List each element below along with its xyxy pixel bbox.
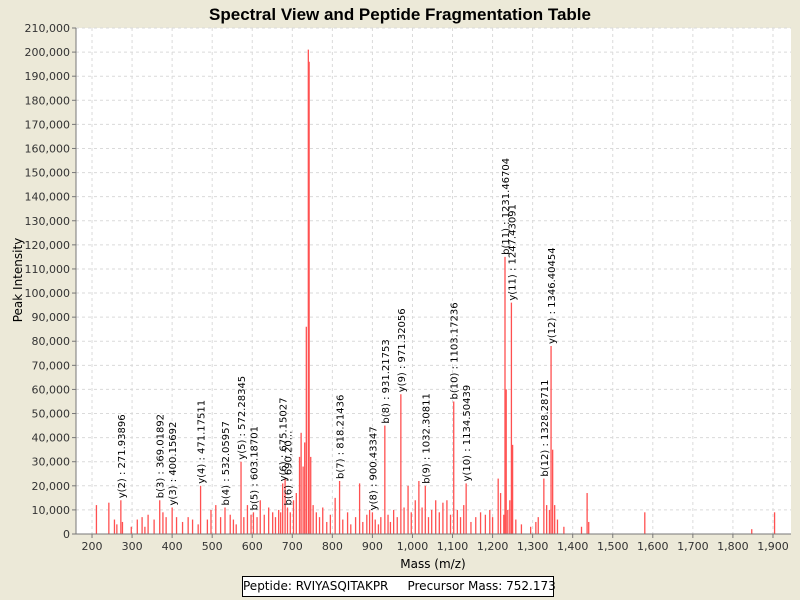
peak-annotation: y(8) : 900.43347 — [368, 426, 379, 510]
peak-annotation: b(4) : 532.05957 — [221, 421, 232, 505]
peak-annotation: b(8) : 931.21753 — [381, 339, 392, 423]
y-tick-label: 130,000 — [25, 215, 71, 228]
y-tick-label: 50,000 — [32, 408, 71, 421]
peaks — [95, 49, 776, 534]
x-tick-label: 1,200 — [477, 540, 509, 553]
peak-annotation: y(5) : 572.28345 — [237, 376, 248, 460]
chart-title: Spectral View and Peptide Fragmentation … — [209, 5, 591, 24]
y-tick-label: 60,000 — [32, 383, 71, 396]
peak-annotation: b(5) : 603.18701 — [249, 426, 260, 510]
x-tick-label: 1,100 — [437, 540, 469, 553]
y-tick-label: 150,000 — [25, 167, 71, 180]
y-tick-label: 180,000 — [25, 94, 71, 107]
y-tick-label: 10,000 — [32, 504, 71, 517]
x-tick-label: 800 — [322, 540, 343, 553]
precursor-mass-label: Precursor Mass: 752.173 — [407, 579, 556, 593]
x-tick-label: 1,800 — [717, 540, 749, 553]
peak-annotations: y(2) : 271.93896 b(3) : 369.01892 y(3) : 4… — [117, 158, 558, 510]
x-tick-label: 1,500 — [597, 540, 629, 553]
y-tick-label: 100,000 — [25, 287, 71, 300]
peptide-label: Peptide: RVIYASQITAKPR — [243, 579, 389, 593]
plot-area — [76, 28, 791, 534]
y-tick-label: 170,000 — [25, 118, 71, 131]
y-tick-label: 140,000 — [25, 191, 71, 204]
grid — [76, 27, 791, 534]
x-axis-label: Mass (m/z) — [400, 557, 465, 571]
x-tick-label: 1,600 — [637, 540, 669, 553]
peak-annotation: b(9) : 1032.30811 — [421, 393, 432, 484]
x-tick-label: 300 — [122, 540, 143, 553]
x-tick-label: 1,700 — [677, 540, 709, 553]
y-tick-label: 120,000 — [25, 239, 71, 252]
peak-annotation: b(3) : 369.01892 — [156, 414, 167, 498]
y-tick-label: 200,000 — [25, 46, 71, 59]
x-tick-label: 1,300 — [517, 540, 549, 553]
y-tick-label: 210,000 — [25, 22, 71, 35]
peak-annotation: y(3) : 400.15692 — [168, 422, 179, 506]
peak-annotation: b(10) : 1103.17236 — [450, 302, 461, 399]
x-tick-label: 900 — [362, 540, 383, 553]
y-tick-label: 190,000 — [25, 70, 71, 83]
peak-annotation: b(7) : 818.21436 — [336, 395, 347, 479]
peak-annotation: y(11) : 1247.43091 — [507, 204, 518, 301]
peptide-info-box: Peptide: RVIYASQITAKPR Precursor Mass: 7… — [242, 576, 556, 597]
x-tick-label: 1,400 — [557, 540, 589, 553]
x-tick-label: 200 — [82, 540, 103, 553]
y-tick-label: 30,000 — [32, 456, 71, 469]
peak-annotation: b(12) : 1328.28711 — [540, 380, 551, 477]
x-ticks: 200 300 400 500 600 700 800 900 1,000 1,100 1,200 1… — [82, 534, 789, 553]
y-tick-label: 110,000 — [25, 263, 71, 276]
y-tick-label: 40,000 — [32, 432, 71, 445]
y-tick-label: 80,000 — [32, 335, 71, 348]
y-axis-label: Peak Intensity — [11, 238, 25, 323]
y-tick-label: 90,000 — [32, 311, 71, 324]
y-tick-label: 20,000 — [32, 480, 71, 493]
peak-annotation: b(6) : 690.20... — [283, 431, 294, 506]
x-tick-label: 400 — [162, 540, 183, 553]
x-tick-label: 1,900 — [757, 540, 789, 553]
x-tick-label: 600 — [242, 540, 263, 553]
x-tick-label: 1,000 — [397, 540, 429, 553]
axes — [75, 28, 791, 535]
peak-annotation: y(2) : 271.93896 — [117, 414, 128, 498]
x-tick-label: 700 — [282, 540, 303, 553]
peak-annotation: y(6) : 675.15027 — [279, 398, 290, 482]
peak-annotation: y(9) : 971.32056 — [397, 308, 408, 392]
peak-annotation: y(10) : 1134.50439 — [462, 385, 473, 482]
x-tick-label: 500 — [202, 540, 223, 553]
y-tick-label: 0 — [63, 528, 70, 541]
peak-annotation: y(4) : 471.17511 — [197, 400, 208, 484]
y-tick-label: 70,000 — [32, 359, 71, 372]
y-ticks: 0 10,000 20,000 30,000 40,000 50,000 60,000 70,… — [25, 22, 76, 541]
y-tick-label: 160,000 — [25, 142, 71, 155]
peak-annotation: y(12) : 1346.40454 — [547, 247, 558, 344]
peak-annotation: b(11) : 1231.46704 — [501, 158, 512, 255]
